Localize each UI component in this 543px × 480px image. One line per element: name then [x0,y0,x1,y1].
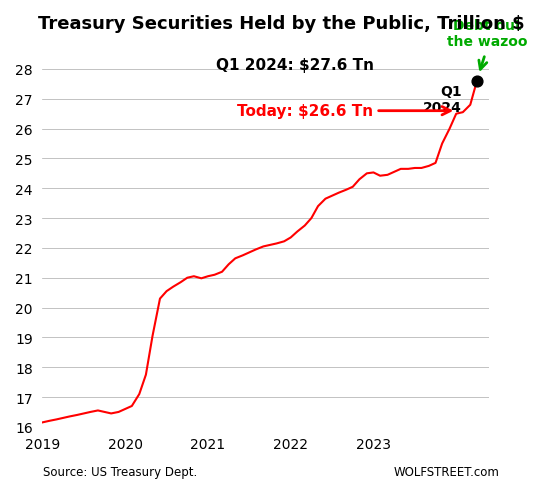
Text: Debt out
the wazoo: Debt out the wazoo [447,19,528,49]
Point [472,78,481,85]
Text: Treasury Securities Held by the Public, Trillion $: Treasury Securities Held by the Public, … [38,15,525,33]
Text: Today: $26.6 Tn: Today: $26.6 Tn [237,104,450,119]
Text: WOLFSTREET.com: WOLFSTREET.com [394,465,500,478]
Text: Q1 2024: $27.6 Tn: Q1 2024: $27.6 Tn [216,58,374,73]
Text: Q1
2024: Q1 2024 [423,84,462,115]
Text: Source: US Treasury Dept.: Source: US Treasury Dept. [43,465,198,478]
